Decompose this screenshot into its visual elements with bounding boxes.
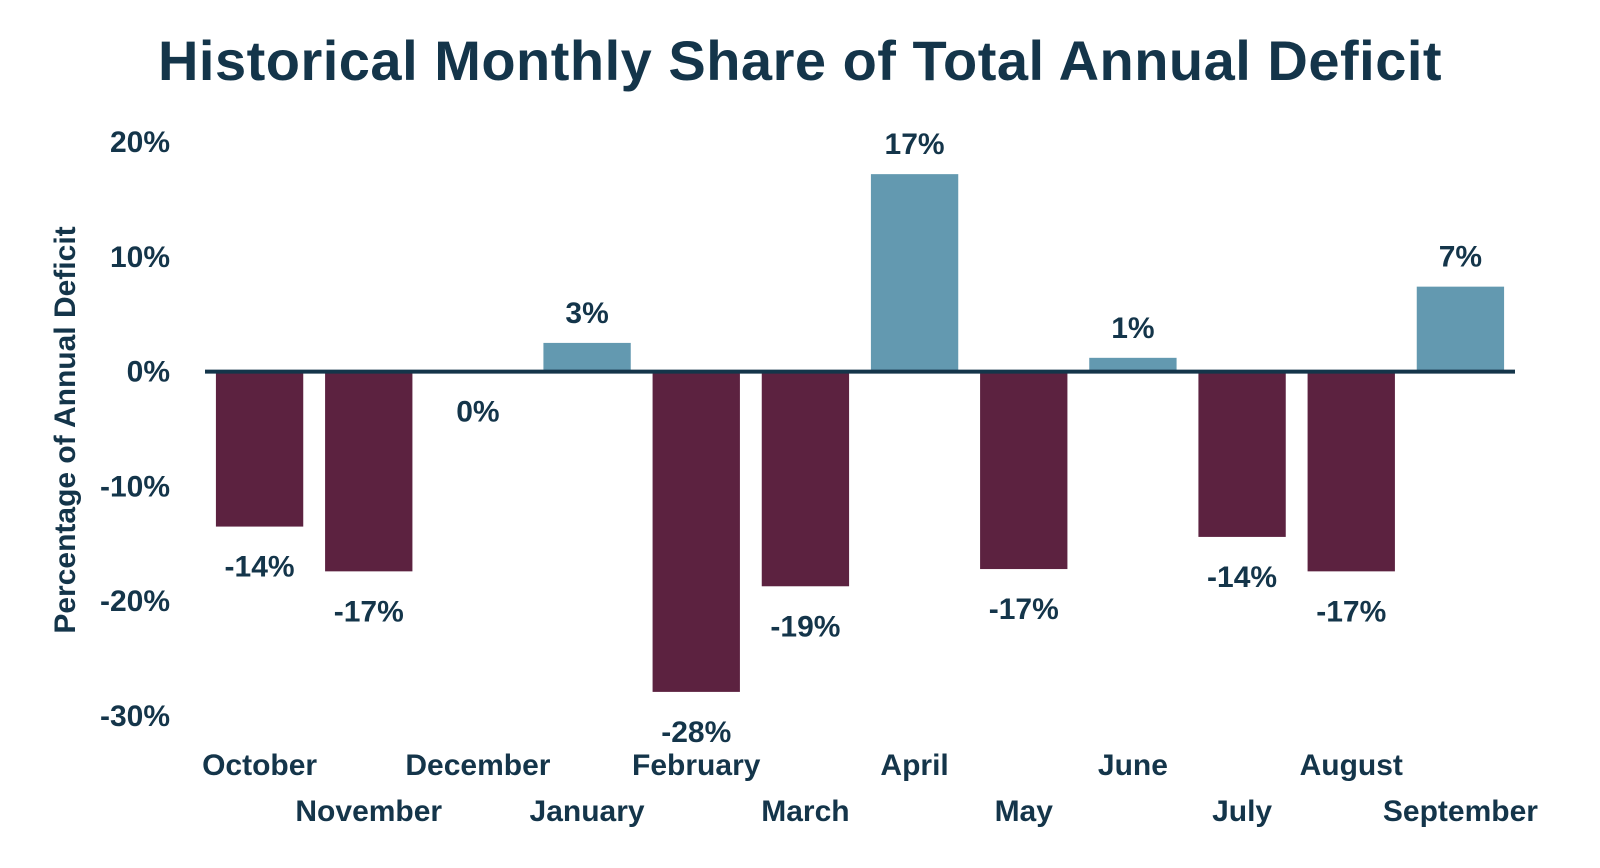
bar-july — [1198, 371, 1286, 537]
category-label: May — [995, 795, 1054, 828]
bar-november — [325, 371, 413, 572]
category-label: June — [1098, 749, 1168, 782]
category-label: September — [1383, 795, 1538, 828]
bar-january — [543, 342, 631, 372]
category-label: March — [761, 795, 849, 828]
bar-october — [215, 371, 304, 527]
category-label: November — [295, 795, 442, 828]
data-label: 0% — [456, 396, 499, 429]
data-label: 17% — [885, 128, 945, 161]
category-label: February — [632, 749, 761, 782]
bar-may — [980, 371, 1068, 570]
category-label: October — [202, 749, 317, 782]
bar-august — [1307, 371, 1395, 572]
category-labels: OctoberNovemberDecemberJanuaryFebruaryMa… — [202, 749, 1538, 828]
data-label: -28% — [661, 716, 731, 749]
bar-february — [652, 371, 740, 692]
data-label: 7% — [1439, 241, 1482, 274]
y-tick-label: 20% — [110, 126, 170, 159]
data-label: -17% — [334, 595, 404, 628]
bar-march — [761, 371, 850, 587]
data-label: -14% — [1207, 561, 1277, 594]
y-tick-label: -20% — [100, 585, 170, 618]
data-label: 1% — [1111, 312, 1154, 345]
y-tick-label: 10% — [110, 241, 170, 274]
category-label: January — [530, 795, 645, 828]
category-label: July — [1212, 795, 1272, 828]
y-axis-ticks: 20% 10% 0% -10% -20% -30% — [100, 126, 170, 733]
y-tick-label: -30% — [100, 700, 170, 733]
bars — [215, 174, 1505, 692]
category-label: August — [1300, 749, 1403, 782]
data-label: 3% — [565, 297, 608, 330]
category-label: April — [880, 749, 948, 782]
category-label: December — [405, 749, 550, 782]
data-label: -14% — [225, 551, 295, 584]
bar-april — [870, 174, 959, 372]
bar-june — [1089, 357, 1177, 372]
data-label: -17% — [989, 593, 1059, 626]
y-tick-label: 0% — [127, 356, 170, 389]
y-tick-label: -10% — [100, 470, 170, 503]
data-label: -17% — [1316, 595, 1386, 628]
data-label: -19% — [770, 610, 840, 643]
chart-title: Historical Monthly Share of Total Annual… — [157, 29, 1443, 92]
data-labels: -14% -17% 0% 3% -28% -19% 17% -17% 1% -14% -17% 7% — [225, 128, 1483, 749]
bar-september — [1416, 286, 1505, 372]
